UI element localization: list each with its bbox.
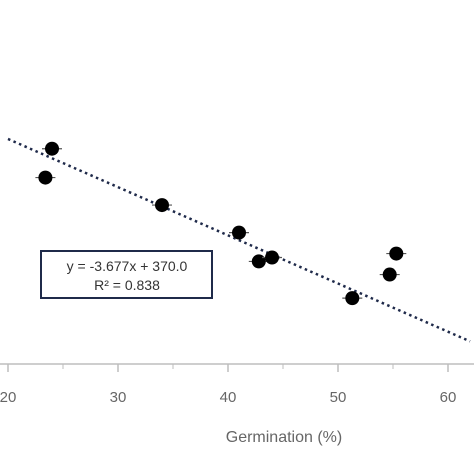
point-marker	[389, 246, 404, 261]
data-points-layer	[35, 141, 407, 306]
x-tick-label: 40	[220, 389, 237, 406]
data-point	[262, 250, 282, 265]
point-marker	[155, 198, 169, 213]
annotation-box	[40, 250, 213, 299]
trendline	[7, 137, 471, 343]
x-tick-label: 30	[110, 389, 127, 406]
x-tick-label: 50	[330, 389, 347, 406]
point-marker	[345, 291, 360, 306]
point-marker	[265, 250, 279, 265]
point-marker	[382, 267, 397, 282]
data-point	[35, 170, 56, 185]
data-point	[229, 225, 249, 240]
point-marker	[45, 141, 59, 156]
r-squared-label: R² = 0.838	[94, 277, 160, 293]
point-marker	[251, 254, 266, 269]
point-marker	[38, 170, 53, 185]
point-marker	[232, 225, 246, 240]
data-point	[42, 141, 62, 156]
trendline-layer	[7, 137, 471, 343]
regression-annotation: y = -3.677x + 370.0 R² = 0.838	[40, 250, 213, 299]
data-point	[386, 246, 407, 261]
x-axis-title: Germination (%)	[226, 429, 342, 446]
equation-label: y = -3.677x + 370.0	[67, 258, 188, 274]
data-point	[152, 198, 172, 213]
data-point	[342, 291, 363, 306]
x-tick-label: 20	[0, 389, 16, 406]
x-tick-label: 60	[440, 389, 457, 406]
x-axis: 20 30 40 50 60	[0, 363, 474, 406]
data-point	[379, 267, 400, 282]
